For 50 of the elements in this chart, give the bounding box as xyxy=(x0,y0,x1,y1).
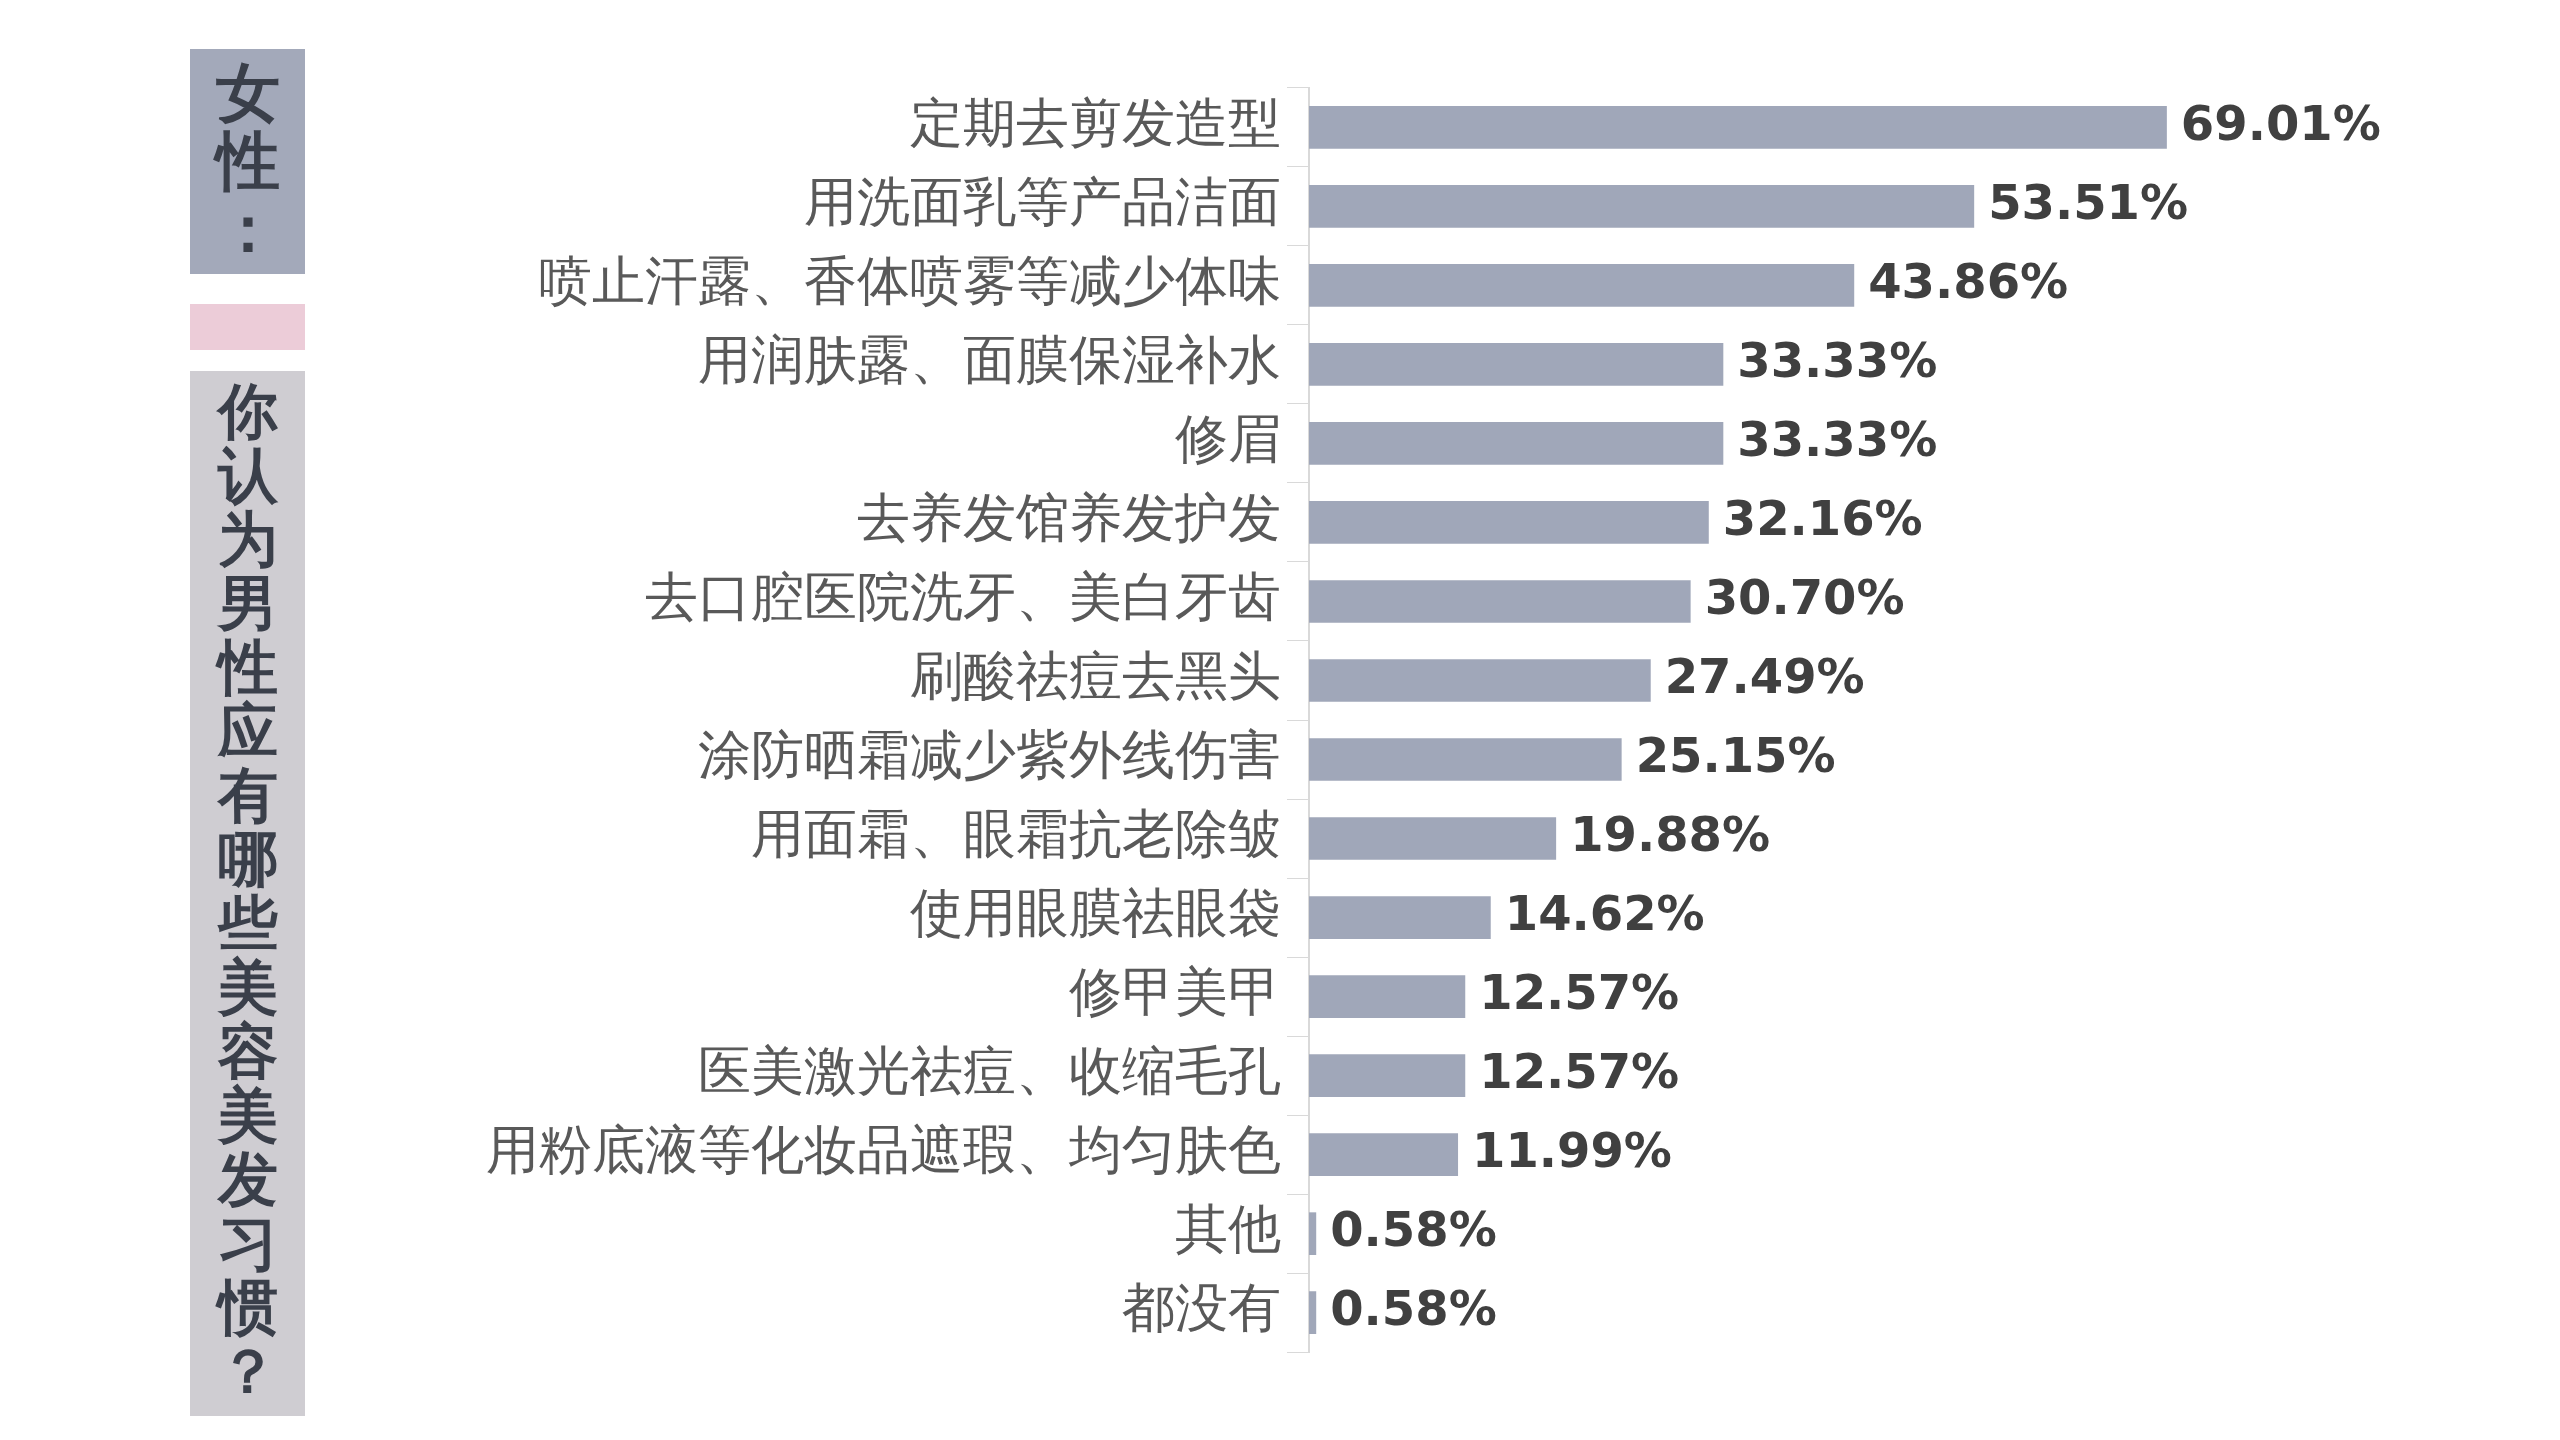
bar xyxy=(1309,1212,1317,1255)
bar xyxy=(1309,1291,1317,1335)
bar xyxy=(1309,580,1691,623)
y-tick-label: 使用眼膜祛眼袋 xyxy=(910,882,1281,944)
bar xyxy=(1309,264,1855,307)
y-tick-label: 用洗面乳等产品洁面 xyxy=(804,171,1281,233)
y-tick-label: 涂防晒霜减少紫外线伤害 xyxy=(698,724,1281,786)
data-label: 12.57% xyxy=(1479,964,1680,1021)
bar xyxy=(1309,501,1709,544)
y-tick-label: 都没有 xyxy=(1122,1277,1281,1339)
bar xyxy=(1309,343,1724,386)
y-tick-label: 定期去剪发造型 xyxy=(910,92,1281,154)
y-tick-label: 用润肤露、面膜保湿补水 xyxy=(698,329,1281,391)
data-label: 33.33% xyxy=(1737,410,1938,467)
data-label: 27.49% xyxy=(1664,647,1865,704)
data-label: 43.86% xyxy=(1868,252,2069,309)
data-label: 25.15% xyxy=(1635,726,1836,783)
data-label: 33.33% xyxy=(1737,331,1938,388)
data-label: 69.01% xyxy=(2180,94,2381,151)
y-tick-label: 其他 xyxy=(1175,1198,1281,1260)
bar xyxy=(1309,975,1466,1018)
bar xyxy=(1309,738,1622,781)
y-tick-label: 修眉 xyxy=(1175,408,1281,470)
y-tick-label: 喷止汗露、香体喷雾等减少体味 xyxy=(539,250,1281,312)
y-tick-label: 用面霜、眼霜抗老除皱 xyxy=(751,803,1281,865)
text: 女性： xyxy=(212,56,281,266)
y-tick-label: 医美激光祛痘、收缩毛孔 xyxy=(698,1040,1281,1102)
bar xyxy=(1309,659,1651,702)
bar xyxy=(1309,185,1975,228)
text: 你认为男性应有哪些美容美发习惯？ xyxy=(217,376,278,1406)
y-tick-label: 去口腔医院洗牙、美白牙齿 xyxy=(645,566,1281,628)
bar xyxy=(1309,1054,1466,1097)
data-label: 0.58% xyxy=(1330,1201,1497,1258)
bar xyxy=(1309,896,1491,939)
bar xyxy=(1309,105,2167,149)
y-tick-label: 修甲美甲 xyxy=(1069,961,1281,1023)
y-tick-label: 去养发馆养发护发 xyxy=(857,487,1281,549)
data-label: 19.88% xyxy=(1570,806,1771,863)
data-label: 14.62% xyxy=(1504,885,1705,942)
data-label: 30.70% xyxy=(1704,568,1905,625)
data-label: 12.57% xyxy=(1479,1043,1680,1100)
data-label: 32.16% xyxy=(1722,489,1923,546)
y-tick-label: 刷酸祛痘去黑头 xyxy=(910,645,1281,707)
bar xyxy=(1309,817,1557,860)
y-tick-label: 用粉底液等化妆品遮瑕、均匀肤色 xyxy=(486,1119,1281,1181)
data-label: 11.99% xyxy=(1472,1122,1672,1179)
data-label: 53.51% xyxy=(1988,173,2189,230)
bar xyxy=(1309,422,1724,465)
data-label: 0.58% xyxy=(1330,1280,1497,1337)
bar xyxy=(1309,1133,1459,1176)
